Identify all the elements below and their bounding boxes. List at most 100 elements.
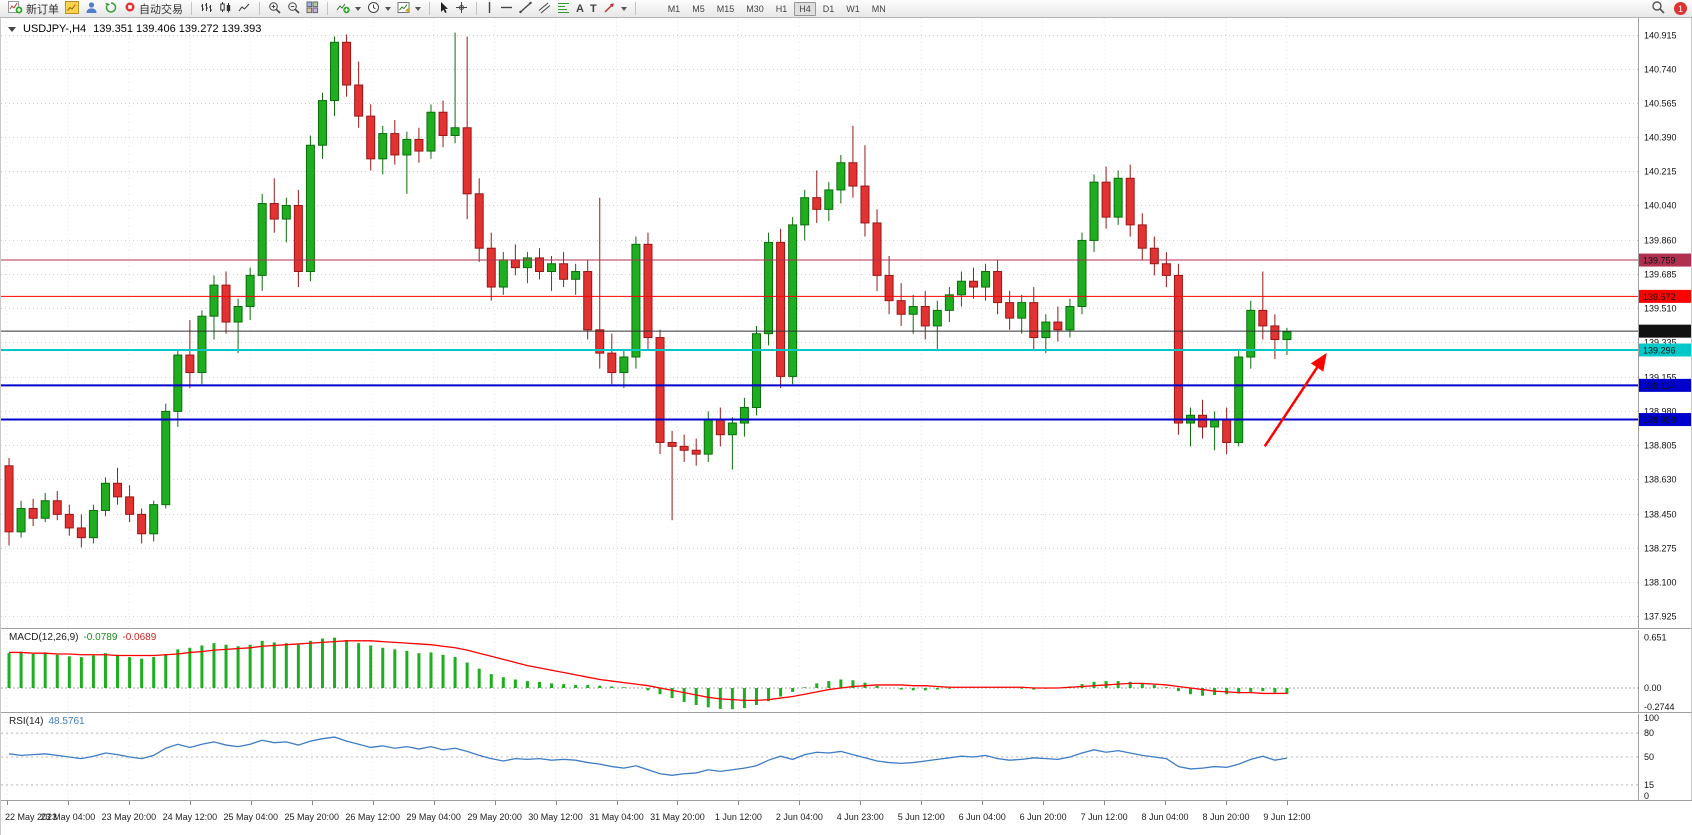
candle-body [1113,177,1123,218]
new-chart-button[interactable] [62,0,82,17]
candle-body [1077,239,1087,307]
text-tool-icon: A [576,2,584,15]
trendline-tool-button[interactable] [516,1,535,17]
cursor-button[interactable] [435,1,452,17]
timeframe-button-m30[interactable]: M30 [746,3,764,14]
crosshair-button[interactable] [452,1,471,17]
time-axis-label: 5 Jun 12:00 [897,812,945,822]
candle-body [209,284,219,317]
bar-chart-button[interactable] [197,1,216,17]
vertical-line-tool-button[interactable] [482,1,497,17]
candle-body [559,263,569,280]
timeframe-button-m5[interactable]: M5 [692,3,705,14]
price-badge-139.759 [1639,253,1691,267]
candle-body [221,284,231,323]
rsi-panel[interactable]: 100 80 50 150 [1,714,1692,800]
tile-windows-button[interactable] [303,1,322,17]
time-axis[interactable]: 22 May 2023 23 May 04:00 23 May 20:00 24 Ma… [1,800,1692,835]
price-badge-text: 139.759 [1643,256,1676,266]
candle-body [848,162,858,187]
zoom-out-button[interactable] [284,1,303,17]
candle-body [1270,325,1280,341]
candles-series [4,32,1292,548]
timeframe-button-m15[interactable]: M15 [716,3,735,14]
label-tool-icon: T [589,2,597,15]
candle-body [607,352,617,374]
candle-body [4,465,14,533]
templates-button[interactable] [394,1,424,17]
timeframe-button-h4[interactable]: H4 [794,1,816,16]
zoom-in-button[interactable] [265,1,284,17]
candlestick-chart-button[interactable] [216,1,235,17]
time-axis-tick [860,801,862,805]
timeframe-button-d1[interactable]: D1 [822,3,835,14]
text-tool-button[interactable]: A [573,1,587,17]
time-axis-label: 24 May 12:00 [162,812,218,822]
candle-body [137,513,147,535]
time-axis-label: 23 May 04:00 [40,812,96,822]
main-toolbar: 新订单 自动交易 A [0,0,1692,18]
indicators-button[interactable] [333,1,364,17]
candle-body [28,508,38,519]
vertical-line-icon [485,1,494,17]
horizontal-line-tool-button[interactable] [497,1,516,17]
candle-body [715,418,725,436]
channel-icon [538,1,551,17]
candle-body [583,271,593,331]
periods-button[interactable] [364,1,394,17]
macd-signal-line [9,640,1287,702]
timeframe-button-w1[interactable]: W1 [846,3,860,14]
candle-body [932,309,942,327]
profiles-button[interactable] [82,1,101,17]
candle-body [16,508,26,533]
time-axis-label: 4 Jun 23:00 [836,812,884,822]
main-price-chart[interactable]: 140.915 140.740 140.565 140.390 140.215 140.0… [1,18,1692,628]
new-order-button[interactable]: 新订单 [5,1,62,17]
arrows-tool-button[interactable] [600,1,630,17]
profiles-icon [85,1,98,17]
time-axis-label: 26 May 12:00 [345,812,400,822]
candle-body [100,482,110,511]
candle-body [643,243,653,339]
symbol-title: USDJPY-,H4 139.351 139.406 139.272 139.3… [8,23,261,35]
time-axis-label: 7 Jun 12:00 [1080,812,1128,822]
refresh-button[interactable] [101,1,121,17]
toolbar-separator [259,2,260,15]
candle-body [197,315,207,374]
channel-tool-button[interactable] [535,1,554,17]
toolbar-separator [327,2,328,15]
candle-body [788,224,798,377]
time-axis-label: 8 Jun 04:00 [1141,812,1189,822]
panel-separator[interactable] [1,628,1691,630]
line-chart-button[interactable] [235,1,254,17]
price-axis-tick: 138.630 [1644,474,1677,484]
candle-body [691,449,701,455]
one-click-trading-toggle-icon[interactable] [8,26,16,32]
trend-arrow-annotation[interactable] [1263,352,1327,448]
notification-badge[interactable]: 1 [1674,2,1687,15]
candle-body [1089,181,1099,241]
macd-signal-value: -0.0689 [122,632,157,643]
trendline-icon [519,1,532,17]
search-button[interactable] [1648,1,1668,17]
rsi-value: 48.5761 [48,716,85,727]
time-axis-label: 6 Jun 20:00 [1019,812,1067,822]
label-tool-button[interactable]: T [587,1,600,17]
fibonacci-tool-button[interactable] [554,1,573,17]
price-axis-tick: 140.915 [1644,30,1677,40]
time-axis-tick [311,801,313,805]
time-axis-tick [7,801,8,805]
templates-icon [397,1,410,17]
horizontal-line-icon [500,1,513,17]
rsi-line [8,736,1288,776]
macd-panel[interactable]: 0.651 0.00 -0.2744 [1,630,1692,712]
panel-separator[interactable] [1,712,1691,714]
candle-body [354,84,364,117]
candle-body [40,500,50,519]
price-axis-tick: 139.510 [1644,303,1677,313]
timeframe-button-m1[interactable]: M1 [667,3,681,14]
timeframe-button-h1[interactable]: H1 [775,3,788,14]
candle-body [426,111,436,152]
timeframe-button-mn[interactable]: MN [871,3,886,14]
autotrade-button[interactable]: 自动交易 [121,1,186,17]
